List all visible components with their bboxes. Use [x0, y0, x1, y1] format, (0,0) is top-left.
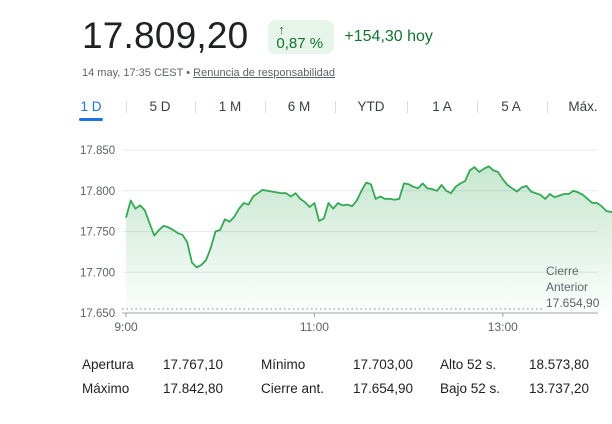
change-percent: 0,87 % — [276, 35, 324, 52]
tab-divider — [547, 101, 548, 113]
y-tick-label: 17.800 — [80, 186, 115, 198]
stat-value: 17.654,90 — [352, 381, 413, 396]
tab-divider — [407, 101, 408, 113]
tab-ytd[interactable]: YTD — [357, 99, 385, 114]
separator: • — [186, 67, 191, 79]
price-header: 17.809,20 ↑ 0,87 % +154,30 hoy — [82, 14, 433, 58]
stat-label: Alto 52 s. — [440, 357, 497, 372]
stat-value: 17.842,80 — [162, 381, 223, 396]
timestamp-row: 14 may, 17:35 CEST • Renuncia de responsab… — [82, 67, 335, 79]
current-price: 17.809,20 — [82, 15, 249, 56]
stat-value: 18.573,80 — [528, 357, 589, 372]
disclaimer-link[interactable]: Renuncia de responsabilidad — [193, 67, 336, 79]
tab-1-m[interactable]: 1 M — [218, 99, 242, 114]
stat-value: 17.767,10 — [162, 357, 223, 372]
price-line — [125, 165, 612, 269]
arrow-up-icon: ↑ — [278, 22, 285, 37]
y-tick-label: 17.750 — [80, 227, 115, 239]
x-tick-label: 9:00 — [114, 320, 138, 334]
tab-m-x[interactable]: Máx. — [568, 99, 598, 114]
y-tick-label: 17.650 — [80, 308, 115, 320]
stat-value: 17.703,00 — [352, 357, 413, 372]
stat-label: Apertura — [82, 357, 134, 372]
stat-label: Mínimo — [261, 357, 306, 372]
tab-1-d[interactable]: 1 D — [80, 99, 102, 114]
price-area — [126, 166, 612, 309]
stat-label: Máximo — [82, 381, 130, 396]
stat-label: Bajo 52 s. — [440, 381, 501, 396]
tab-1-a[interactable]: 1 A — [432, 99, 452, 114]
change-absolute: +154,30 hoy — [344, 28, 433, 45]
timestamp: 14 may, 17:35 CEST — [82, 67, 184, 79]
change-badge: ↑ 0,87 % — [268, 20, 335, 54]
tab-divider — [335, 101, 336, 113]
x-tick-label: 11:00 — [300, 320, 329, 334]
tab-divider — [477, 101, 478, 113]
price-chart: 17.85017.80017.75017.70017.650CierreAnte… — [80, 145, 612, 334]
stat-value: 13.737,20 — [528, 381, 589, 396]
tab-divider — [195, 101, 196, 113]
tab-5-d[interactable]: 5 D — [149, 99, 171, 114]
y-tick-label: 17.700 — [80, 267, 115, 279]
tab-5-a[interactable]: 5 A — [501, 99, 521, 114]
range-tabs: 1 D 5 D 1 M 6 M YTD 1 A 5 A Máx. — [79, 97, 604, 123]
tab-divider — [126, 101, 127, 113]
x-tick-label: 13:00 — [488, 320, 518, 334]
stat-label: Cierre ant. — [261, 381, 325, 396]
active-tab-indicator — [79, 118, 103, 121]
tab-divider — [265, 101, 266, 113]
tab-6-m[interactable]: 6 M — [287, 99, 311, 114]
y-tick-label: 17.850 — [80, 145, 115, 157]
